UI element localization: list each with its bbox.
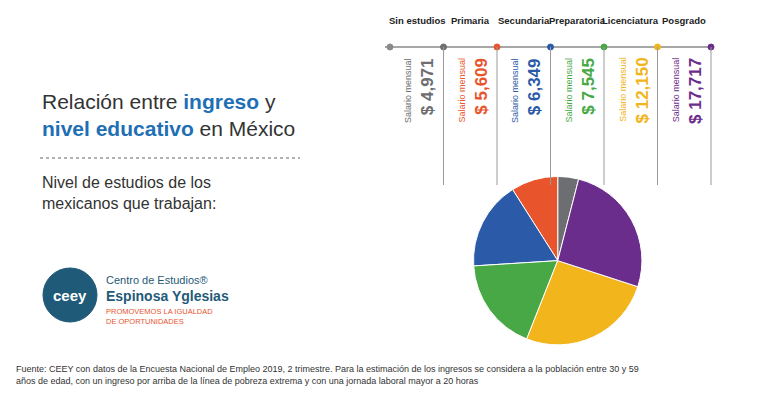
svg-text:Salario mensual$ 4,971: Salario mensual$ 4,971	[403, 58, 437, 123]
svg-text:Secundaria: Secundaria	[498, 15, 550, 26]
svg-text:Relación entre ingreso ynivel: Relación entre ingreso ynivel educativo …	[42, 90, 295, 140]
svg-text:Fuente: CEEY con datos de la E: Fuente: CEEY con datos de la Encuesta Na…	[16, 364, 639, 386]
svg-text:Salario mensual$ 17,717: Salario mensual$ 17,717	[671, 58, 705, 124]
svg-text:ceey: ceey	[53, 287, 87, 304]
svg-text:Primaria: Primaria	[451, 15, 490, 26]
svg-text:Espinosa Yglesias: Espinosa Yglesias	[106, 288, 229, 304]
svg-text:Preparatoria: Preparatoria	[549, 15, 606, 26]
svg-text:Posgrado: Posgrado	[662, 15, 706, 26]
svg-text:Sin estudios: Sin estudios	[389, 15, 445, 26]
svg-text:PROMOVEMOS LA IGUALDADDE OPORT: PROMOVEMOS LA IGUALDADDE OPORTUNIDADES	[106, 307, 213, 326]
svg-text:Salario mensual$ 6,349: Salario mensual$ 6,349	[510, 58, 544, 123]
svg-text:Nivel de estudios de losmexica: Nivel de estudios de losmexicanos que tr…	[42, 174, 216, 212]
svg-text:Salario mensual$ 7,545: Salario mensual$ 7,545	[564, 58, 598, 123]
svg-text:Centro de Estudios®: Centro de Estudios®	[106, 274, 208, 286]
svg-text:Salario mensual$ 12,150: Salario mensual$ 12,150	[618, 57, 652, 123]
svg-text:Licenciatura: Licenciatura	[602, 15, 659, 26]
svg-text:Salario mensual$ 5,609: Salario mensual$ 5,609	[457, 58, 491, 123]
